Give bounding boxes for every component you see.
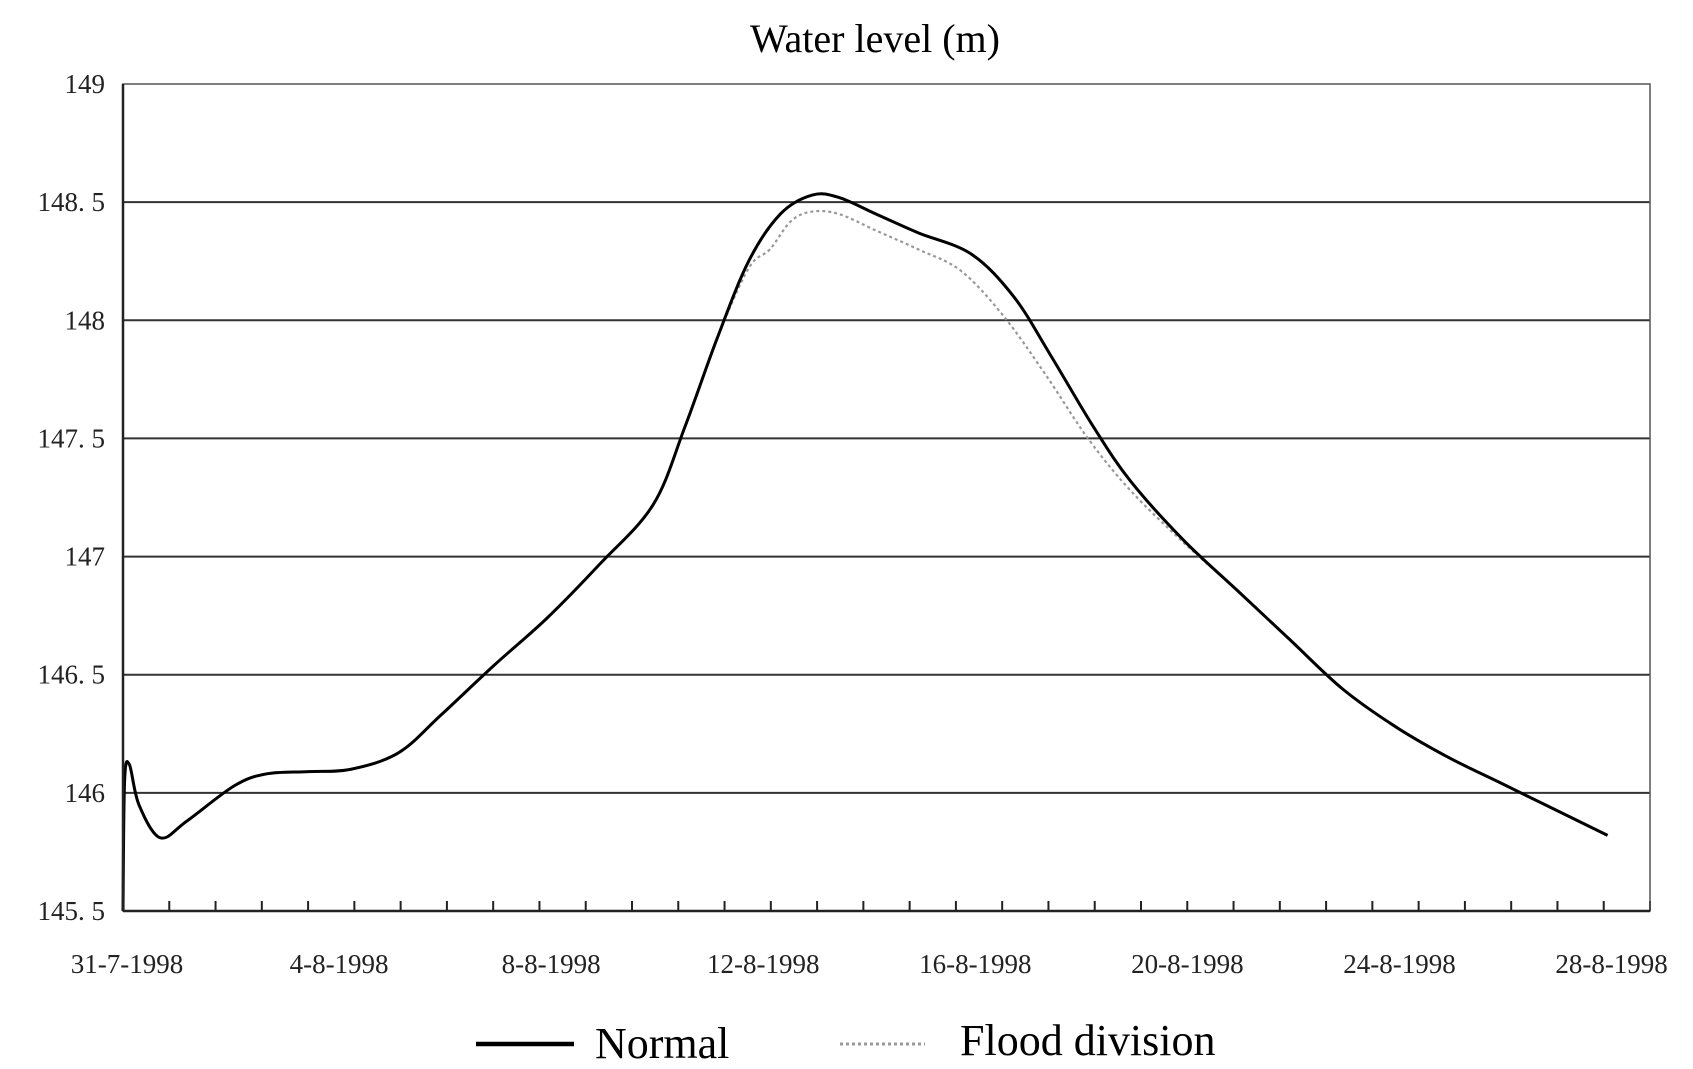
x-tick-label: 12-8-1998 — [707, 949, 819, 979]
chart-title: Water level (m) — [750, 16, 1000, 61]
series-line-flood-division — [121, 209, 1609, 912]
legend-label-flood-division: Flood division — [960, 1016, 1216, 1065]
y-tick-label: 148 — [65, 305, 106, 335]
y-tick-label: 147. 5 — [38, 423, 106, 453]
x-axis-ticks — [168, 901, 1651, 911]
plot-frame — [122, 83, 1651, 912]
y-tick-label: 148. 5 — [38, 187, 106, 217]
x-tick-label: 28-8-1998 — [1555, 949, 1667, 979]
gridlines — [123, 201, 1650, 794]
y-tick-label: 145. 5 — [38, 896, 106, 926]
y-tick-label: 149 — [65, 69, 106, 99]
series-line-normal — [121, 192, 1609, 912]
y-tick-label: 147 — [65, 542, 106, 572]
legend-label-normal: Normal — [595, 1019, 729, 1068]
x-tick-label: 31-7-1998 — [71, 949, 183, 979]
x-tick-label: 24-8-1998 — [1343, 949, 1455, 979]
legend: Normal Flood division — [476, 1016, 1216, 1068]
x-tick-label: 4-8-1998 — [290, 949, 389, 979]
y-axis-tick-labels: 145. 5 146 146. 5 147 147. 5 148 148. 5 149 — [38, 69, 106, 926]
x-tick-label: 8-8-1998 — [502, 949, 601, 979]
x-tick-label: 16-8-1998 — [919, 949, 1031, 979]
y-tick-label: 146 — [65, 778, 106, 808]
y-tick-label: 146. 5 — [38, 660, 106, 690]
x-tick-label: 20-8-1998 — [1131, 949, 1243, 979]
series-lines — [121, 192, 1609, 912]
x-axis-tick-labels: 31-7-1998 4-8-1998 8-8-1998 12-8-1998 16-8-1… — [71, 949, 1668, 979]
